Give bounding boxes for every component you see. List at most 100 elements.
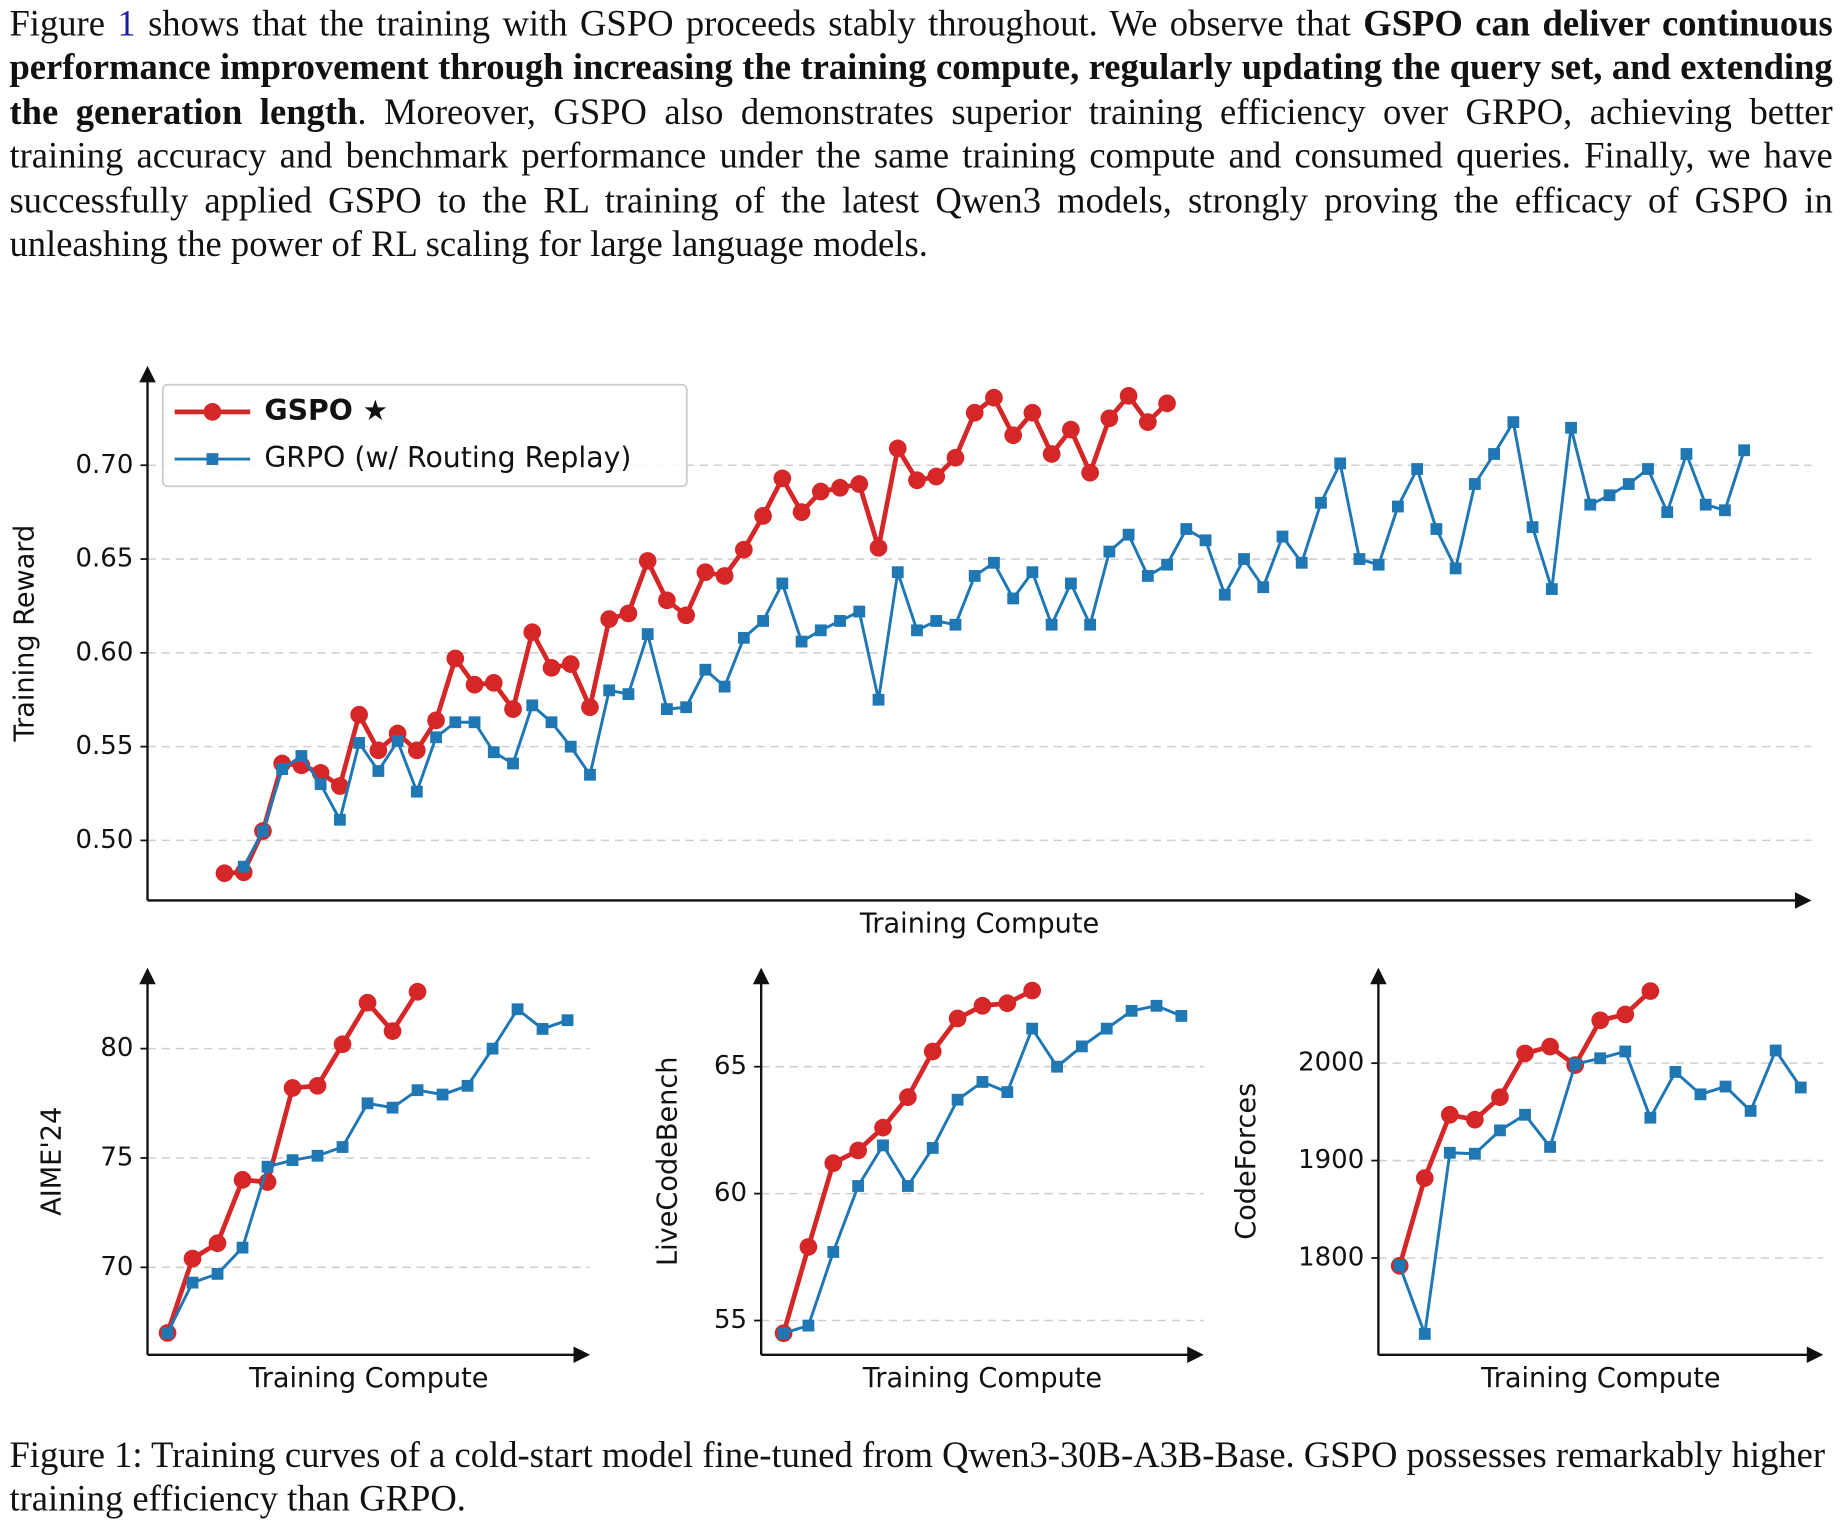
point-marker [1175,1010,1188,1022]
point-marker [622,688,635,701]
x-axis-arrow [573,1346,591,1364]
point-marker [286,1154,299,1167]
x-axis-arrow [1794,892,1812,909]
point-marker [965,403,984,422]
y-axis-label: CodeForces [1231,1083,1262,1240]
point-marker [1372,558,1385,571]
point-marker [486,1042,499,1055]
y-tick-label: 80 [100,1033,133,1063]
point-marker [776,577,789,590]
point-marker [215,864,234,883]
point-marker [831,478,849,497]
point-marker [331,777,349,795]
point-marker [526,699,539,712]
point-marker [411,1084,424,1097]
y-tick-label: 70 [100,1252,133,1282]
point-marker [545,716,558,729]
point-marker [1526,521,1539,534]
y-tick-label: 1800 [1298,1242,1364,1272]
point-marker [1415,1169,1434,1187]
point-marker [872,693,885,706]
x-axis-label: Training Compute [248,1363,488,1394]
point-marker [391,735,404,747]
point-marker [757,615,769,627]
point-marker [1353,553,1366,565]
point-marker [358,993,377,1012]
point-marker [853,605,866,618]
point-marker [1622,478,1635,490]
point-marker [699,663,712,676]
point-marker [661,703,673,716]
point-marker [973,996,992,1015]
legend-label: GRPO (w/ Routing Replay) [264,441,631,474]
point-marker [1062,420,1080,439]
y-tick-label: 1900 [1298,1145,1364,1175]
y-tick-label: 0.60 [76,637,134,667]
text: shows that the training with GSPO procee… [135,2,1364,44]
point-marker [1119,387,1138,405]
point-marker [1042,445,1061,463]
point-marker [1430,523,1443,535]
point-marker [927,467,946,486]
point-marker [1064,577,1077,590]
point-marker [946,448,965,467]
point-marker [1023,403,1042,422]
text: Figure [9,2,118,44]
point-marker [911,624,923,637]
y-tick-label: 75 [100,1142,133,1172]
point-marker [504,700,522,718]
point-marker [361,1097,374,1110]
point-marker [1257,581,1270,594]
point-marker [350,705,368,724]
point-marker [383,1022,402,1040]
text: . Moreover, GSPO also demonstrates super… [9,90,1833,265]
point-marker [1138,413,1157,431]
point-marker [1699,498,1712,511]
point-marker [852,1180,865,1192]
point-marker [1569,1058,1582,1071]
point-marker [891,566,904,579]
series-line [1397,989,1652,1267]
point-marker [735,540,753,559]
point-marker [1026,1022,1039,1035]
y-axis-arrow [752,967,770,985]
point-marker [206,453,219,465]
point-marker [1769,1044,1782,1057]
point-marker [1103,545,1116,558]
point-marker [261,1160,274,1173]
point-marker [183,1249,202,1268]
point-marker [869,538,888,557]
point-marker [1315,496,1327,509]
x-axis-label: Training Compute [1480,1363,1720,1394]
x-axis-arrow [1187,1346,1204,1364]
point-marker [1161,558,1173,571]
point-marker [1150,999,1163,1012]
point-marker [718,680,731,693]
point-marker [814,624,827,637]
point-marker [386,1101,399,1114]
point-marker [1466,1110,1484,1129]
point-marker [1494,1124,1506,1137]
y-axis-label: LiveCodeBench [653,1057,684,1266]
point-marker [1661,506,1674,519]
figure-reference[interactable]: 1 [117,2,136,44]
point-marker [1680,448,1693,460]
point-marker [1125,1004,1138,1017]
point-marker [795,635,808,648]
x-axis-label: Training Compute [859,909,1099,940]
point-marker [754,507,772,525]
point-marker [603,684,616,697]
y-tick-label: 65 [714,1051,747,1081]
point-marker [1641,982,1660,1000]
point-marker [641,628,654,640]
point-marker [314,778,327,791]
point-marker [449,716,462,729]
point-marker [564,740,577,753]
bold-text: GSPO can deliver continuous performance … [9,2,1833,132]
point-marker [638,552,657,570]
point-marker [680,701,693,714]
point-marker [1616,1005,1635,1024]
y-axis-arrow [139,967,156,985]
